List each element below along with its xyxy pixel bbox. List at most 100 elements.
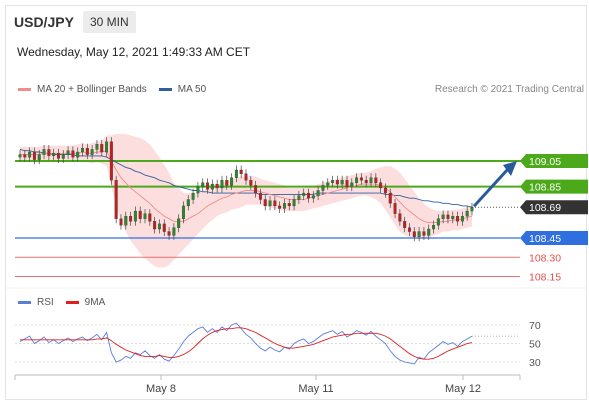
candle-body <box>18 154 22 158</box>
candle-body <box>239 169 243 174</box>
candle-body <box>417 231 421 237</box>
candle-body <box>47 149 51 157</box>
main-legend: MA 20 + Bollinger Bands MA 50 <box>18 84 218 95</box>
level-tag-108-45 <box>520 231 588 245</box>
candle-body <box>66 150 70 155</box>
datetime-label: Wednesday, May 12, 2021 1:49:33 AM CET <box>17 45 251 59</box>
candle-body <box>148 213 152 222</box>
candle-body <box>206 182 210 190</box>
candle-body <box>326 182 330 186</box>
candle-body <box>109 141 113 181</box>
candle-body <box>167 231 171 236</box>
symbol-title: USD/JPY <box>14 14 74 30</box>
candle-body <box>302 192 306 196</box>
ma20-line <box>20 150 473 224</box>
level-label-109-05: 109.05 <box>529 156 561 168</box>
time-tick-label-0: May 8 <box>146 383 176 395</box>
credit-text: Research © 2021 Trading Central <box>434 84 584 95</box>
candle-body <box>432 225 436 230</box>
candle-body <box>201 182 205 187</box>
time-tick-label-1: May 11 <box>298 383 333 395</box>
candle-body <box>114 180 118 219</box>
rsi-series-rsi <box>19 322 473 365</box>
candle-body <box>422 231 426 236</box>
candle-body <box>292 199 296 207</box>
candle-body <box>268 200 272 207</box>
candle-body <box>191 192 195 200</box>
level-label-108-15: 108.15 <box>529 272 561 284</box>
candle-body <box>249 180 253 186</box>
candle-body <box>359 177 363 181</box>
candle-body <box>186 199 190 207</box>
candle-body <box>451 216 455 219</box>
candle-body <box>403 221 407 228</box>
candle-body <box>172 227 176 236</box>
legend-label-ma50: MA 50 <box>177 84 207 95</box>
candle-body <box>374 177 378 183</box>
candle-body <box>129 216 133 222</box>
candle-body <box>28 151 32 158</box>
candle-body <box>133 210 137 222</box>
candle-body <box>143 213 147 219</box>
candle-body <box>345 180 349 187</box>
candle-body <box>119 218 123 226</box>
candle-body <box>393 203 397 214</box>
forecast-arrow-shaft <box>472 167 510 208</box>
legend-swatch-rsi <box>18 301 31 304</box>
candle-body <box>215 183 219 189</box>
level-label-108-30: 108.30 <box>529 252 561 264</box>
candle-body <box>56 153 60 159</box>
candle-body <box>182 205 185 219</box>
legend-item-rsi: RSI <box>18 297 54 308</box>
time-tick-label-2: May 12 <box>445 383 481 395</box>
candle-body <box>412 231 416 237</box>
candle-body <box>379 182 383 189</box>
candle-body <box>470 207 474 212</box>
legend-swatch-9ma <box>65 301 79 304</box>
candle-body <box>278 205 282 209</box>
candle-body <box>287 203 291 207</box>
forecast-arrow-head <box>503 161 517 176</box>
candle-body <box>258 192 262 200</box>
level-label-108-45: 108.45 <box>529 233 561 245</box>
candle-body <box>32 151 36 160</box>
bollinger-band <box>20 134 472 268</box>
candle-body <box>76 151 80 158</box>
candle-body <box>37 154 41 160</box>
timeframe-badge[interactable]: 30 MIN <box>83 11 136 33</box>
candle-body <box>408 227 411 232</box>
candle-body <box>234 169 238 178</box>
candle-body <box>446 214 450 219</box>
legend-swatch-ma50 <box>158 88 172 91</box>
candle-body <box>398 213 402 222</box>
level-label-108-85: 108.85 <box>529 182 561 194</box>
level-label-108-69: 108.69 <box>529 202 561 214</box>
candle-body <box>254 185 258 194</box>
candle-body <box>350 182 354 187</box>
candle-body <box>90 149 94 155</box>
candle-body <box>81 148 84 153</box>
rsi-tick-70: 70 <box>529 320 541 332</box>
level-tag-108-69 <box>520 200 588 215</box>
candle-body <box>311 195 315 199</box>
candle-body <box>157 223 161 230</box>
level-tag-108-85 <box>520 179 588 194</box>
candle-body <box>436 218 440 226</box>
legend-swatch-ma20 <box>18 88 31 91</box>
candle-body <box>210 183 214 190</box>
legend-label-ma20: MA 20 + Bollinger Bands <box>37 84 147 95</box>
legend-item-ma20: MA 20 + Bollinger Bands <box>18 84 147 95</box>
candle-body <box>162 223 166 232</box>
legend-label-9ma: 9MA <box>84 297 106 308</box>
candle-body <box>321 185 325 191</box>
candle-body <box>23 154 27 158</box>
candle-body <box>95 144 99 150</box>
candle-body <box>196 186 200 194</box>
candle-body <box>153 221 157 230</box>
candle-body <box>124 216 128 226</box>
candle-body <box>340 180 344 185</box>
candle-body <box>244 173 248 181</box>
candle-body <box>465 210 469 217</box>
candle-body <box>355 177 359 183</box>
